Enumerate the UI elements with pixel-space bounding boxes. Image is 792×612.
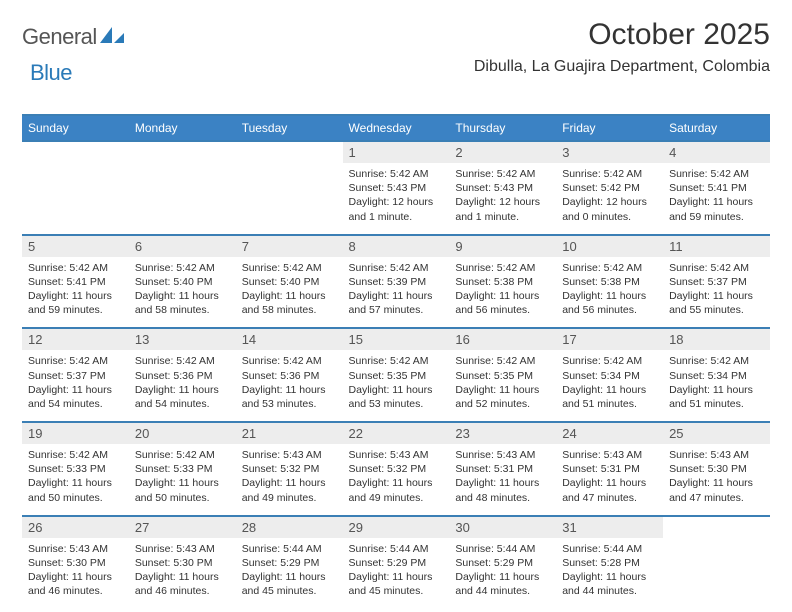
day-number-cell: 14	[236, 328, 343, 350]
day-number-cell: 3	[556, 141, 663, 163]
day-detail-cell: Sunrise: 5:42 AMSunset: 5:37 PMDaylight:…	[22, 350, 129, 422]
day-header: Friday	[556, 115, 663, 141]
day-number-cell: 26	[22, 516, 129, 538]
day-detail-row: Sunrise: 5:42 AMSunset: 5:41 PMDaylight:…	[22, 257, 770, 329]
day-number-cell	[129, 141, 236, 163]
day-detail-cell: Sunrise: 5:42 AMSunset: 5:35 PMDaylight:…	[449, 350, 556, 422]
day-detail-cell: Sunrise: 5:42 AMSunset: 5:37 PMDaylight:…	[663, 257, 770, 329]
logo-sail-icon	[99, 25, 125, 50]
day-number-cell	[22, 141, 129, 163]
day-header: Saturday	[663, 115, 770, 141]
day-detail-cell: Sunrise: 5:42 AMSunset: 5:36 PMDaylight:…	[236, 350, 343, 422]
day-detail-row: Sunrise: 5:42 AMSunset: 5:33 PMDaylight:…	[22, 444, 770, 516]
day-detail-cell: Sunrise: 5:42 AMSunset: 5:34 PMDaylight:…	[663, 350, 770, 422]
day-header: Wednesday	[343, 115, 450, 141]
day-number-cell	[663, 516, 770, 538]
day-detail-cell: Sunrise: 5:42 AMSunset: 5:41 PMDaylight:…	[663, 163, 770, 235]
day-detail-cell: Sunrise: 5:44 AMSunset: 5:28 PMDaylight:…	[556, 538, 663, 609]
day-number-row: 19202122232425	[22, 422, 770, 444]
day-detail-cell: Sunrise: 5:42 AMSunset: 5:40 PMDaylight:…	[129, 257, 236, 329]
day-detail-cell: Sunrise: 5:42 AMSunset: 5:38 PMDaylight:…	[449, 257, 556, 329]
day-detail-cell: Sunrise: 5:43 AMSunset: 5:30 PMDaylight:…	[129, 538, 236, 609]
calendar-body: 1234Sunrise: 5:42 AMSunset: 5:43 PMDayli…	[22, 141, 770, 608]
day-detail-cell: Sunrise: 5:42 AMSunset: 5:43 PMDaylight:…	[449, 163, 556, 235]
day-number-cell: 23	[449, 422, 556, 444]
day-number-cell: 25	[663, 422, 770, 444]
day-number-cell: 18	[663, 328, 770, 350]
day-detail-cell: Sunrise: 5:42 AMSunset: 5:33 PMDaylight:…	[129, 444, 236, 516]
month-title: October 2025	[474, 18, 770, 52]
day-header-row: SundayMondayTuesdayWednesdayThursdayFrid…	[22, 115, 770, 141]
day-number-cell: 30	[449, 516, 556, 538]
logo-text-blue: Blue	[30, 60, 72, 85]
day-number-cell: 12	[22, 328, 129, 350]
day-detail-cell	[129, 163, 236, 235]
day-number-cell: 29	[343, 516, 450, 538]
day-number-cell: 15	[343, 328, 450, 350]
day-detail-cell: Sunrise: 5:44 AMSunset: 5:29 PMDaylight:…	[449, 538, 556, 609]
day-number-row: 567891011	[22, 235, 770, 257]
day-header: Sunday	[22, 115, 129, 141]
day-number-cell: 4	[663, 141, 770, 163]
day-detail-cell: Sunrise: 5:42 AMSunset: 5:42 PMDaylight:…	[556, 163, 663, 235]
day-number-cell: 1	[343, 141, 450, 163]
day-number-row: 262728293031	[22, 516, 770, 538]
day-number-cell: 17	[556, 328, 663, 350]
day-detail-row: Sunrise: 5:42 AMSunset: 5:37 PMDaylight:…	[22, 350, 770, 422]
day-detail-row: Sunrise: 5:43 AMSunset: 5:30 PMDaylight:…	[22, 538, 770, 609]
day-number-cell	[236, 141, 343, 163]
day-detail-cell: Sunrise: 5:43 AMSunset: 5:31 PMDaylight:…	[556, 444, 663, 516]
day-number-cell: 22	[343, 422, 450, 444]
day-detail-cell: Sunrise: 5:42 AMSunset: 5:40 PMDaylight:…	[236, 257, 343, 329]
day-detail-cell: Sunrise: 5:43 AMSunset: 5:30 PMDaylight:…	[22, 538, 129, 609]
day-detail-row: Sunrise: 5:42 AMSunset: 5:43 PMDaylight:…	[22, 163, 770, 235]
day-header: Tuesday	[236, 115, 343, 141]
day-detail-cell: Sunrise: 5:42 AMSunset: 5:39 PMDaylight:…	[343, 257, 450, 329]
day-number-cell: 20	[129, 422, 236, 444]
day-detail-cell: Sunrise: 5:42 AMSunset: 5:34 PMDaylight:…	[556, 350, 663, 422]
day-number-cell: 21	[236, 422, 343, 444]
day-number-cell: 31	[556, 516, 663, 538]
day-detail-cell: Sunrise: 5:42 AMSunset: 5:33 PMDaylight:…	[22, 444, 129, 516]
logo-text-general: General	[22, 24, 97, 50]
day-detail-cell: Sunrise: 5:44 AMSunset: 5:29 PMDaylight:…	[236, 538, 343, 609]
day-detail-cell: Sunrise: 5:43 AMSunset: 5:31 PMDaylight:…	[449, 444, 556, 516]
day-detail-cell: Sunrise: 5:43 AMSunset: 5:30 PMDaylight:…	[663, 444, 770, 516]
day-detail-cell: Sunrise: 5:43 AMSunset: 5:32 PMDaylight:…	[343, 444, 450, 516]
day-number-cell: 6	[129, 235, 236, 257]
day-detail-cell	[236, 163, 343, 235]
day-detail-cell: Sunrise: 5:42 AMSunset: 5:36 PMDaylight:…	[129, 350, 236, 422]
day-number-row: 1234	[22, 141, 770, 163]
day-detail-cell: Sunrise: 5:43 AMSunset: 5:32 PMDaylight:…	[236, 444, 343, 516]
day-number-cell: 2	[449, 141, 556, 163]
logo: General	[22, 24, 127, 50]
day-number-cell: 5	[22, 235, 129, 257]
day-header: Thursday	[449, 115, 556, 141]
day-number-cell: 9	[449, 235, 556, 257]
day-number-cell: 13	[129, 328, 236, 350]
day-detail-cell: Sunrise: 5:42 AMSunset: 5:43 PMDaylight:…	[343, 163, 450, 235]
day-number-cell: 28	[236, 516, 343, 538]
day-number-cell: 8	[343, 235, 450, 257]
day-detail-cell: Sunrise: 5:42 AMSunset: 5:41 PMDaylight:…	[22, 257, 129, 329]
day-number-cell: 11	[663, 235, 770, 257]
day-detail-cell: Sunrise: 5:42 AMSunset: 5:38 PMDaylight:…	[556, 257, 663, 329]
day-detail-cell	[22, 163, 129, 235]
day-detail-cell	[663, 538, 770, 609]
day-number-row: 12131415161718	[22, 328, 770, 350]
day-number-cell: 19	[22, 422, 129, 444]
day-number-cell: 10	[556, 235, 663, 257]
calendar-table: SundayMondayTuesdayWednesdayThursdayFrid…	[22, 114, 770, 608]
day-header: Monday	[129, 115, 236, 141]
day-detail-cell: Sunrise: 5:44 AMSunset: 5:29 PMDaylight:…	[343, 538, 450, 609]
day-detail-cell: Sunrise: 5:42 AMSunset: 5:35 PMDaylight:…	[343, 350, 450, 422]
day-number-cell: 7	[236, 235, 343, 257]
day-number-cell: 24	[556, 422, 663, 444]
day-number-cell: 27	[129, 516, 236, 538]
day-number-cell: 16	[449, 328, 556, 350]
